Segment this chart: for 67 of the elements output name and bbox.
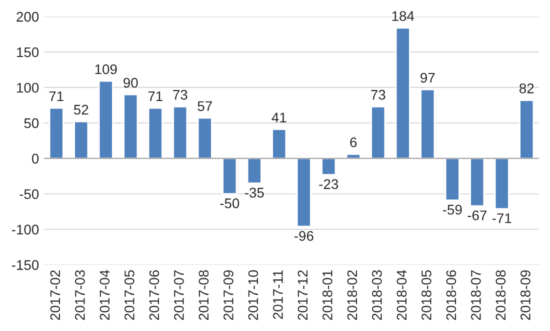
- bar: [222, 158, 238, 195]
- bar: [420, 88, 436, 160]
- bar: [444, 158, 460, 201]
- y-tick-label: -100: [12, 224, 39, 235]
- x-tick-label: 2018-04: [396, 270, 407, 320]
- y-tick-label: -150: [12, 260, 39, 270]
- data-label: -50: [220, 198, 240, 208]
- x-tick-label: 2017-10: [248, 270, 258, 320]
- bar: [98, 80, 114, 160]
- x-tick-label: 2017-05: [124, 270, 134, 320]
- bar: [148, 107, 163, 160]
- x-tick-label: 2018-01: [322, 270, 332, 320]
- bar: [296, 158, 312, 228]
- data-label: 52: [74, 104, 88, 115]
- data-label: -67: [468, 210, 486, 220]
- bar: [48, 107, 64, 160]
- bar: [321, 158, 336, 176]
- data-label: 71: [148, 91, 162, 101]
- bar: [494, 158, 510, 210]
- bar: [470, 158, 485, 207]
- data-label: 82: [520, 84, 534, 94]
- bar: [272, 128, 287, 160]
- bar: [172, 106, 188, 160]
- x-tick-label: 2018-02: [347, 270, 358, 320]
- bar: [395, 27, 410, 160]
- x-tick-label: 2017-04: [100, 270, 110, 320]
- bar: [74, 120, 89, 160]
- data-label: -96: [294, 231, 314, 241]
- data-label: 41: [272, 112, 286, 122]
- bar: [370, 106, 386, 160]
- x-tick-label: 2017-02: [50, 270, 60, 320]
- data-label: -59: [442, 204, 462, 215]
- data-label: -71: [492, 213, 512, 223]
- y-tick-label: 200: [16, 12, 39, 22]
- x-tick-label: 2017-12: [298, 270, 308, 320]
- data-label: 73: [371, 90, 386, 100]
- data-label: 73: [173, 90, 188, 100]
- data-label: 184: [392, 11, 414, 21]
- x-tick-label: 2018-09: [520, 270, 530, 320]
- y-tick-label: 50: [24, 118, 39, 128]
- bar: [123, 94, 138, 160]
- data-label: -23: [319, 179, 338, 190]
- bar: [246, 158, 262, 184]
- bar: [197, 117, 212, 160]
- x-tick-label: 2017-06: [149, 270, 160, 320]
- data-label: 90: [124, 78, 138, 88]
- data-label: 57: [198, 101, 212, 112]
- x-tick-label: 2018-03: [372, 270, 382, 320]
- x-tick-label: 2017-08: [198, 270, 209, 320]
- y-tick-label: 100: [17, 82, 39, 93]
- data-label: 71: [49, 91, 64, 101]
- x-tick-label: 2017-03: [75, 270, 85, 320]
- data-label: 109: [95, 64, 117, 74]
- x-tick-label: 2018-05: [422, 270, 432, 320]
- x-tick-label: 2018-07: [471, 270, 481, 320]
- data-label: 97: [420, 72, 435, 83]
- x-tick-label: 2018-06: [446, 270, 456, 320]
- bar: [519, 100, 534, 160]
- x-tick-label: 2017-09: [224, 270, 234, 320]
- y-tick-label: -50: [20, 189, 39, 200]
- x-tick-label: 2018-08: [496, 270, 506, 320]
- data-label: -35: [244, 188, 264, 198]
- y-tick-label: 0: [32, 154, 39, 164]
- x-tick-label: 2017-07: [174, 270, 184, 320]
- data-label: 6: [350, 137, 357, 148]
- y-tick-label: 150: [17, 47, 39, 58]
- x-tick-label: 2017-11: [273, 270, 283, 319]
